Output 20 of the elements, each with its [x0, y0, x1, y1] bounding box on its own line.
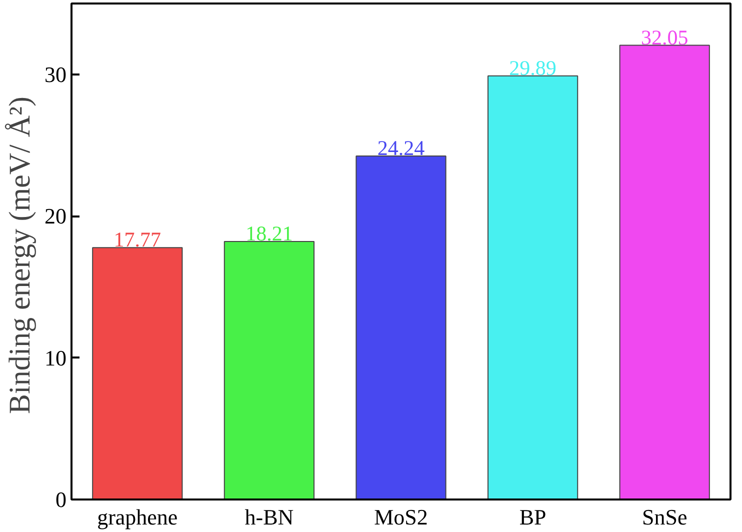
y-tick-label: 30: [44, 62, 66, 87]
bar: [619, 44, 710, 500]
y-tick-label: 0: [56, 487, 66, 512]
data-label: 17.77: [114, 228, 162, 252]
data-label: 18.21: [246, 221, 293, 246]
x-tick-label: BP: [519, 504, 546, 530]
y-tick-label: 20: [44, 204, 66, 229]
bar: [224, 240, 315, 500]
x-tick-label: h-BN: [244, 504, 294, 530]
x-tick-label: SnSe: [642, 504, 688, 530]
x-tick-label: graphene: [97, 504, 178, 530]
bar: [92, 247, 183, 500]
y-tick-label: 10: [44, 345, 66, 370]
bar: [487, 75, 578, 500]
bar: [356, 155, 446, 500]
x-tick-label: MoS2: [374, 504, 428, 530]
y-axis-title: Binding energy (meV/ Å²): [4, 96, 36, 414]
data-label: 24.24: [377, 136, 426, 160]
data-label: 29.89: [509, 56, 556, 80]
data-label: 32.05: [640, 25, 688, 50]
